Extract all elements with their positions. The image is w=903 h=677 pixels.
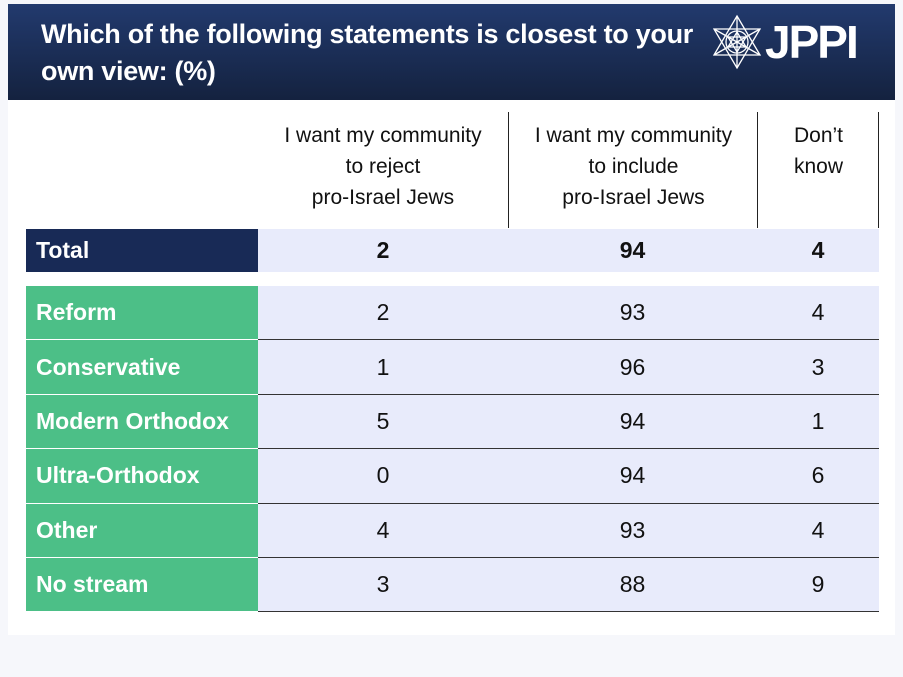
column-divider xyxy=(757,112,758,228)
cell-value: 93 xyxy=(508,503,757,558)
row-label: Other xyxy=(26,503,258,558)
header-banner: Which of the following statements is clo… xyxy=(8,4,895,100)
cell-value: 1 xyxy=(757,394,879,450)
header-line: pro-Israel Jews xyxy=(562,186,705,209)
column-divider xyxy=(878,112,879,228)
column-divider xyxy=(508,112,509,228)
column-header-include: I want my community to include pro-Israel … xyxy=(509,112,758,228)
table-row: Other 4 93 4 xyxy=(26,503,879,558)
cell-value: 4 xyxy=(258,503,508,558)
table-row: Modern Orthodox 5 94 1 xyxy=(26,394,879,450)
header-line: I want my community xyxy=(284,124,482,147)
cell-value: 2 xyxy=(258,286,508,341)
cell-value: 94 xyxy=(508,394,757,450)
header-line: to reject xyxy=(345,155,421,178)
row-label: Reform xyxy=(26,286,258,341)
row-label: Modern Orthodox xyxy=(26,394,258,450)
column-header-dont-know: Don’t know xyxy=(758,112,879,228)
cell-value: 94 xyxy=(508,229,757,272)
cell-value: 1 xyxy=(258,340,508,395)
chart-title: Which of the following statements is clo… xyxy=(41,19,693,86)
header-line: Don’t xyxy=(793,124,844,147)
cell-value: 2 xyxy=(258,229,508,272)
row-label: No stream xyxy=(26,558,258,613)
table-row: Conservative 1 96 3 xyxy=(26,340,879,395)
cell-value: 4 xyxy=(757,229,879,272)
cell-value: 4 xyxy=(757,286,879,341)
row-label: Conservative xyxy=(26,340,258,395)
header-line: I want my community xyxy=(534,124,733,147)
cell-value: 88 xyxy=(508,558,757,613)
cell-value: 9 xyxy=(757,558,879,613)
table-row: Ultra-Orthodox 0 94 6 xyxy=(26,449,879,504)
cell-value: 0 xyxy=(258,449,508,504)
header-line: to include xyxy=(588,155,679,178)
cell-value: 96 xyxy=(508,340,757,395)
row-label: Ultra-Orthodox xyxy=(26,449,258,504)
column-header-reject: I want my community to reject pro-Israel J… xyxy=(258,112,508,228)
table-row-total: Total 2 94 4 xyxy=(26,229,879,272)
header-line: know xyxy=(793,155,844,178)
cell-value: 4 xyxy=(757,503,879,558)
header-line: pro-Israel Jews xyxy=(311,186,455,209)
table-row: Reform 2 93 4 xyxy=(26,286,879,341)
cell-value: 6 xyxy=(757,449,879,504)
table-row: No stream 3 88 9 xyxy=(26,558,879,613)
cell-value: 3 xyxy=(258,558,508,613)
star-of-david-icon xyxy=(712,14,762,70)
jppi-logo: JPPI xyxy=(711,14,859,70)
row-label: Total xyxy=(26,229,258,272)
cell-value: 3 xyxy=(757,340,879,395)
cell-value: 5 xyxy=(258,394,508,450)
cell-value: 94 xyxy=(508,449,757,504)
cell-value: 93 xyxy=(508,286,757,341)
logo-text: JPPI xyxy=(765,16,859,68)
